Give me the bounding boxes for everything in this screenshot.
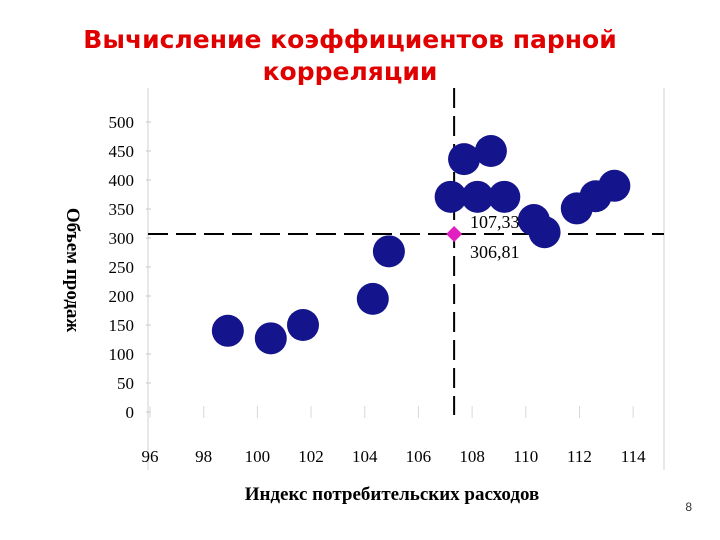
- slide-title-line2: корреляции: [262, 57, 438, 86]
- data-point: [287, 309, 319, 341]
- x-tick-label: 112: [567, 447, 592, 466]
- slide-title-line1: Вычисление коэффициентов парной: [83, 25, 617, 54]
- x-axis-title: Индекс потребительских расходов: [245, 484, 540, 505]
- data-point: [474, 135, 507, 167]
- data-point: [461, 180, 494, 213]
- data-point: [372, 235, 405, 268]
- data-point: [448, 143, 481, 176]
- y-tick-label: 150: [109, 316, 135, 335]
- slide-title: Вычисление коэффициентов парной корреляц…: [20, 24, 680, 88]
- y-tick-label: 0: [126, 403, 135, 422]
- data-point: [598, 169, 631, 202]
- x-tick-label: 98: [195, 447, 212, 466]
- y-tick-label: 100: [109, 345, 135, 364]
- y-tick-label: 350: [109, 200, 135, 219]
- x-tick-label: 106: [406, 447, 432, 466]
- data-point: [356, 282, 389, 315]
- x-tick-label: 102: [298, 447, 324, 466]
- y-tick-label: 500: [109, 113, 135, 132]
- slide-number: 8: [685, 500, 692, 514]
- y-tick-label: 450: [109, 142, 135, 161]
- data-point: [254, 322, 287, 355]
- mean-x-annotation: 107,33: [470, 212, 520, 232]
- y-tick-label: 400: [109, 171, 135, 190]
- y-tick-label: 200: [109, 287, 135, 306]
- x-tick-label: 114: [621, 447, 646, 466]
- x-tick-label: 96: [142, 447, 159, 466]
- x-tick-label: 100: [245, 447, 271, 466]
- mean-point-marker: [446, 226, 463, 243]
- x-tick-label: 110: [513, 447, 538, 466]
- x-tick-label: 108: [459, 447, 485, 466]
- mean-y-annotation: 306,81: [470, 242, 520, 262]
- x-tick-label: 104: [352, 447, 378, 466]
- data-point: [488, 180, 521, 213]
- y-tick-label: 50: [117, 374, 134, 393]
- y-tick-label: 300: [109, 229, 135, 248]
- y-axis-title: Объем продаж: [62, 208, 83, 333]
- y-tick-label: 250: [109, 258, 135, 277]
- data-point: [528, 216, 561, 249]
- data-point: [211, 314, 244, 347]
- data-point: [434, 180, 467, 213]
